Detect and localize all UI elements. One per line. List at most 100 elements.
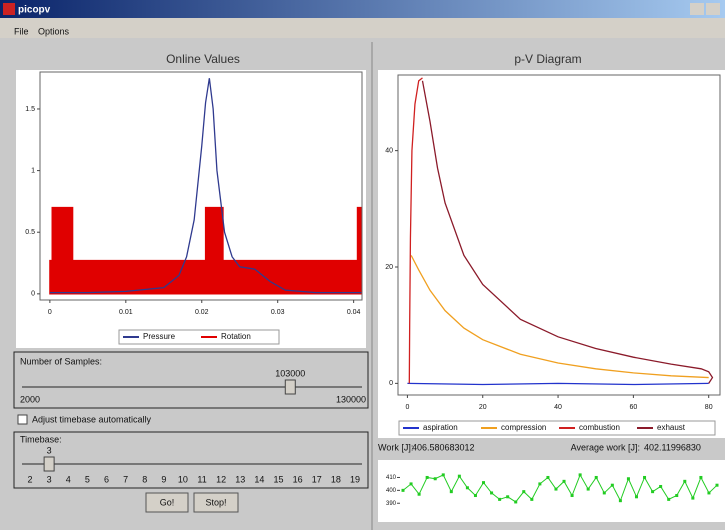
y-tick-label: 20 (385, 264, 393, 271)
legend (398, 420, 716, 436)
work-point (602, 491, 606, 495)
work-point (417, 492, 421, 496)
work-point (441, 473, 445, 477)
plot-frame (39, 71, 363, 301)
work-point (449, 490, 453, 494)
work-point (506, 495, 510, 499)
y-tick-label: 390 (386, 501, 397, 507)
series-line (49, 78, 362, 294)
series-line (407, 382, 709, 386)
timebase-tick-label: 17 (312, 474, 322, 484)
x-tick-label: 20 (479, 404, 487, 411)
work-point (594, 475, 598, 479)
work-point (401, 488, 405, 492)
work-point (538, 482, 542, 486)
series-line (408, 77, 423, 384)
work-point (554, 487, 558, 491)
work-chart: 410 400 390 (378, 460, 725, 522)
button-label[interactable]: Stop! (205, 497, 226, 507)
timebase-label: Timebase: (20, 434, 62, 444)
x-tick-label: 40 (554, 404, 562, 411)
timebase-tick-label: 15 (274, 474, 284, 484)
timebase-box (13, 431, 369, 489)
y-tick-label: 0.5 (25, 229, 35, 236)
work-point (425, 475, 429, 479)
timebase-slider[interactable] (22, 456, 362, 472)
app-icon (3, 3, 15, 15)
y-tick-label: 1.5 (25, 106, 35, 113)
title-bar (0, 0, 725, 18)
work-point (530, 497, 534, 501)
online-chart: 0 0.5 1 1.5 0 0.01 0.02 0.03 0.04 Pressure Rotatio… (16, 70, 366, 348)
timebase-tick-label: 9 (161, 474, 166, 484)
legend-label: exhaust (657, 423, 686, 432)
work-point (707, 491, 711, 495)
timebase-tick-label: 18 (331, 474, 341, 484)
work-point (626, 477, 630, 481)
legend-label: Rotation (221, 332, 251, 341)
work-point (490, 491, 494, 495)
work-point (667, 497, 671, 501)
work-point (683, 479, 687, 483)
avg-work-value: 402.11996830 (644, 442, 701, 452)
work-point (465, 486, 469, 490)
menu-item[interactable]: File (14, 26, 29, 36)
panel-title: p-V Diagram (514, 52, 581, 66)
timebase-tick-label: 12 (216, 474, 226, 484)
avg-work-label: Average work [J]: (571, 442, 640, 452)
series-line (421, 80, 714, 384)
x-tick-label: 0 (48, 309, 52, 316)
work-point (699, 475, 703, 479)
y-tick-label: 0 (389, 380, 393, 387)
y-tick-label: 0 (31, 291, 35, 298)
y-tick-label: 1 (31, 167, 35, 174)
work-point (586, 487, 590, 491)
samples-slider[interactable] (22, 379, 362, 395)
menu-item[interactable]: Options (38, 26, 70, 36)
samples-max: 130000 (336, 394, 366, 404)
button-label[interactable]: Go! (160, 497, 175, 507)
work-line (402, 473, 718, 503)
timebase-tick-label: 7 (123, 474, 128, 484)
timebase-tick-label: 3 (47, 474, 52, 484)
timebase-tick-label: 19 (350, 474, 360, 484)
timebase-tick-label: 11 (197, 474, 206, 484)
slider-thumb[interactable] (284, 379, 296, 395)
button[interactable] (193, 492, 239, 513)
work-point (482, 481, 486, 485)
window-title: picopv (18, 5, 51, 16)
samples-label: Number of Samples: (20, 356, 102, 366)
timebase-tick-label: 2 (27, 474, 32, 484)
work-point (578, 473, 582, 477)
x-tick-label: 0.03 (271, 309, 285, 316)
timebase-value: 3 (47, 445, 52, 455)
work-point (659, 484, 663, 488)
work-point (457, 474, 461, 478)
samples-value: 103000 (275, 368, 305, 378)
legend (118, 329, 280, 345)
timebase-tick-label: 10 (178, 474, 188, 484)
samples-box (13, 351, 369, 409)
work-label: Work [J]: (378, 442, 413, 452)
button[interactable] (145, 492, 189, 513)
menu-bar (0, 18, 725, 38)
work-point (546, 475, 550, 479)
work-point (610, 483, 614, 487)
checkbox[interactable] (17, 414, 28, 425)
work-point (691, 496, 695, 500)
timebase-tick-label: 4 (66, 474, 71, 484)
x-tick-label: 0.04 (347, 309, 361, 316)
y-tick-label: 400 (386, 488, 397, 494)
slider-thumb[interactable] (43, 456, 55, 472)
timebase-tick-label: 14 (254, 474, 264, 484)
y-tick-label: 40 (385, 147, 393, 154)
work-point (562, 479, 566, 483)
timebase-tick-label: 8 (142, 474, 147, 484)
window-controls[interactable] (690, 3, 720, 15)
plot-frame (397, 74, 721, 396)
work-point (570, 494, 574, 498)
timebase-tick-label: 13 (235, 474, 245, 484)
panel-title: Online Values (166, 52, 240, 66)
work-point (715, 483, 719, 487)
